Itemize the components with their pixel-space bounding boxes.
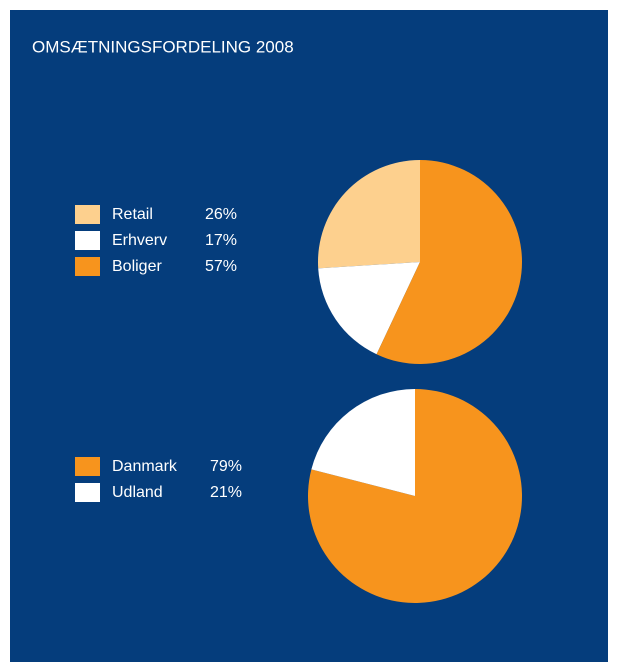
panel xyxy=(10,10,608,662)
chart-title: OMSÆTNINGSFORDELING 2008 xyxy=(32,37,294,56)
legend-label: Boliger xyxy=(112,258,162,275)
pie-slice xyxy=(376,160,522,364)
legend-swatch xyxy=(75,483,100,502)
legend-label: Udland xyxy=(112,484,163,501)
legend-swatch xyxy=(75,205,100,224)
pie-slice xyxy=(311,389,415,496)
legend-label: Retail xyxy=(112,206,153,223)
legend-value: 79% xyxy=(210,458,242,475)
legend-value: 21% xyxy=(210,484,242,501)
legend-swatch xyxy=(75,457,100,476)
legend-swatch xyxy=(75,257,100,276)
legend-value: 57% xyxy=(205,258,237,275)
pie-slice xyxy=(308,389,522,604)
legend-value: 17% xyxy=(205,232,237,249)
pie-slice xyxy=(318,262,420,355)
legend-label: Erhverv xyxy=(112,232,167,249)
legend-swatch xyxy=(75,231,100,250)
legend-label: Danmark xyxy=(112,458,178,475)
pie-slice xyxy=(318,160,420,269)
legend-value: 26% xyxy=(205,206,237,223)
